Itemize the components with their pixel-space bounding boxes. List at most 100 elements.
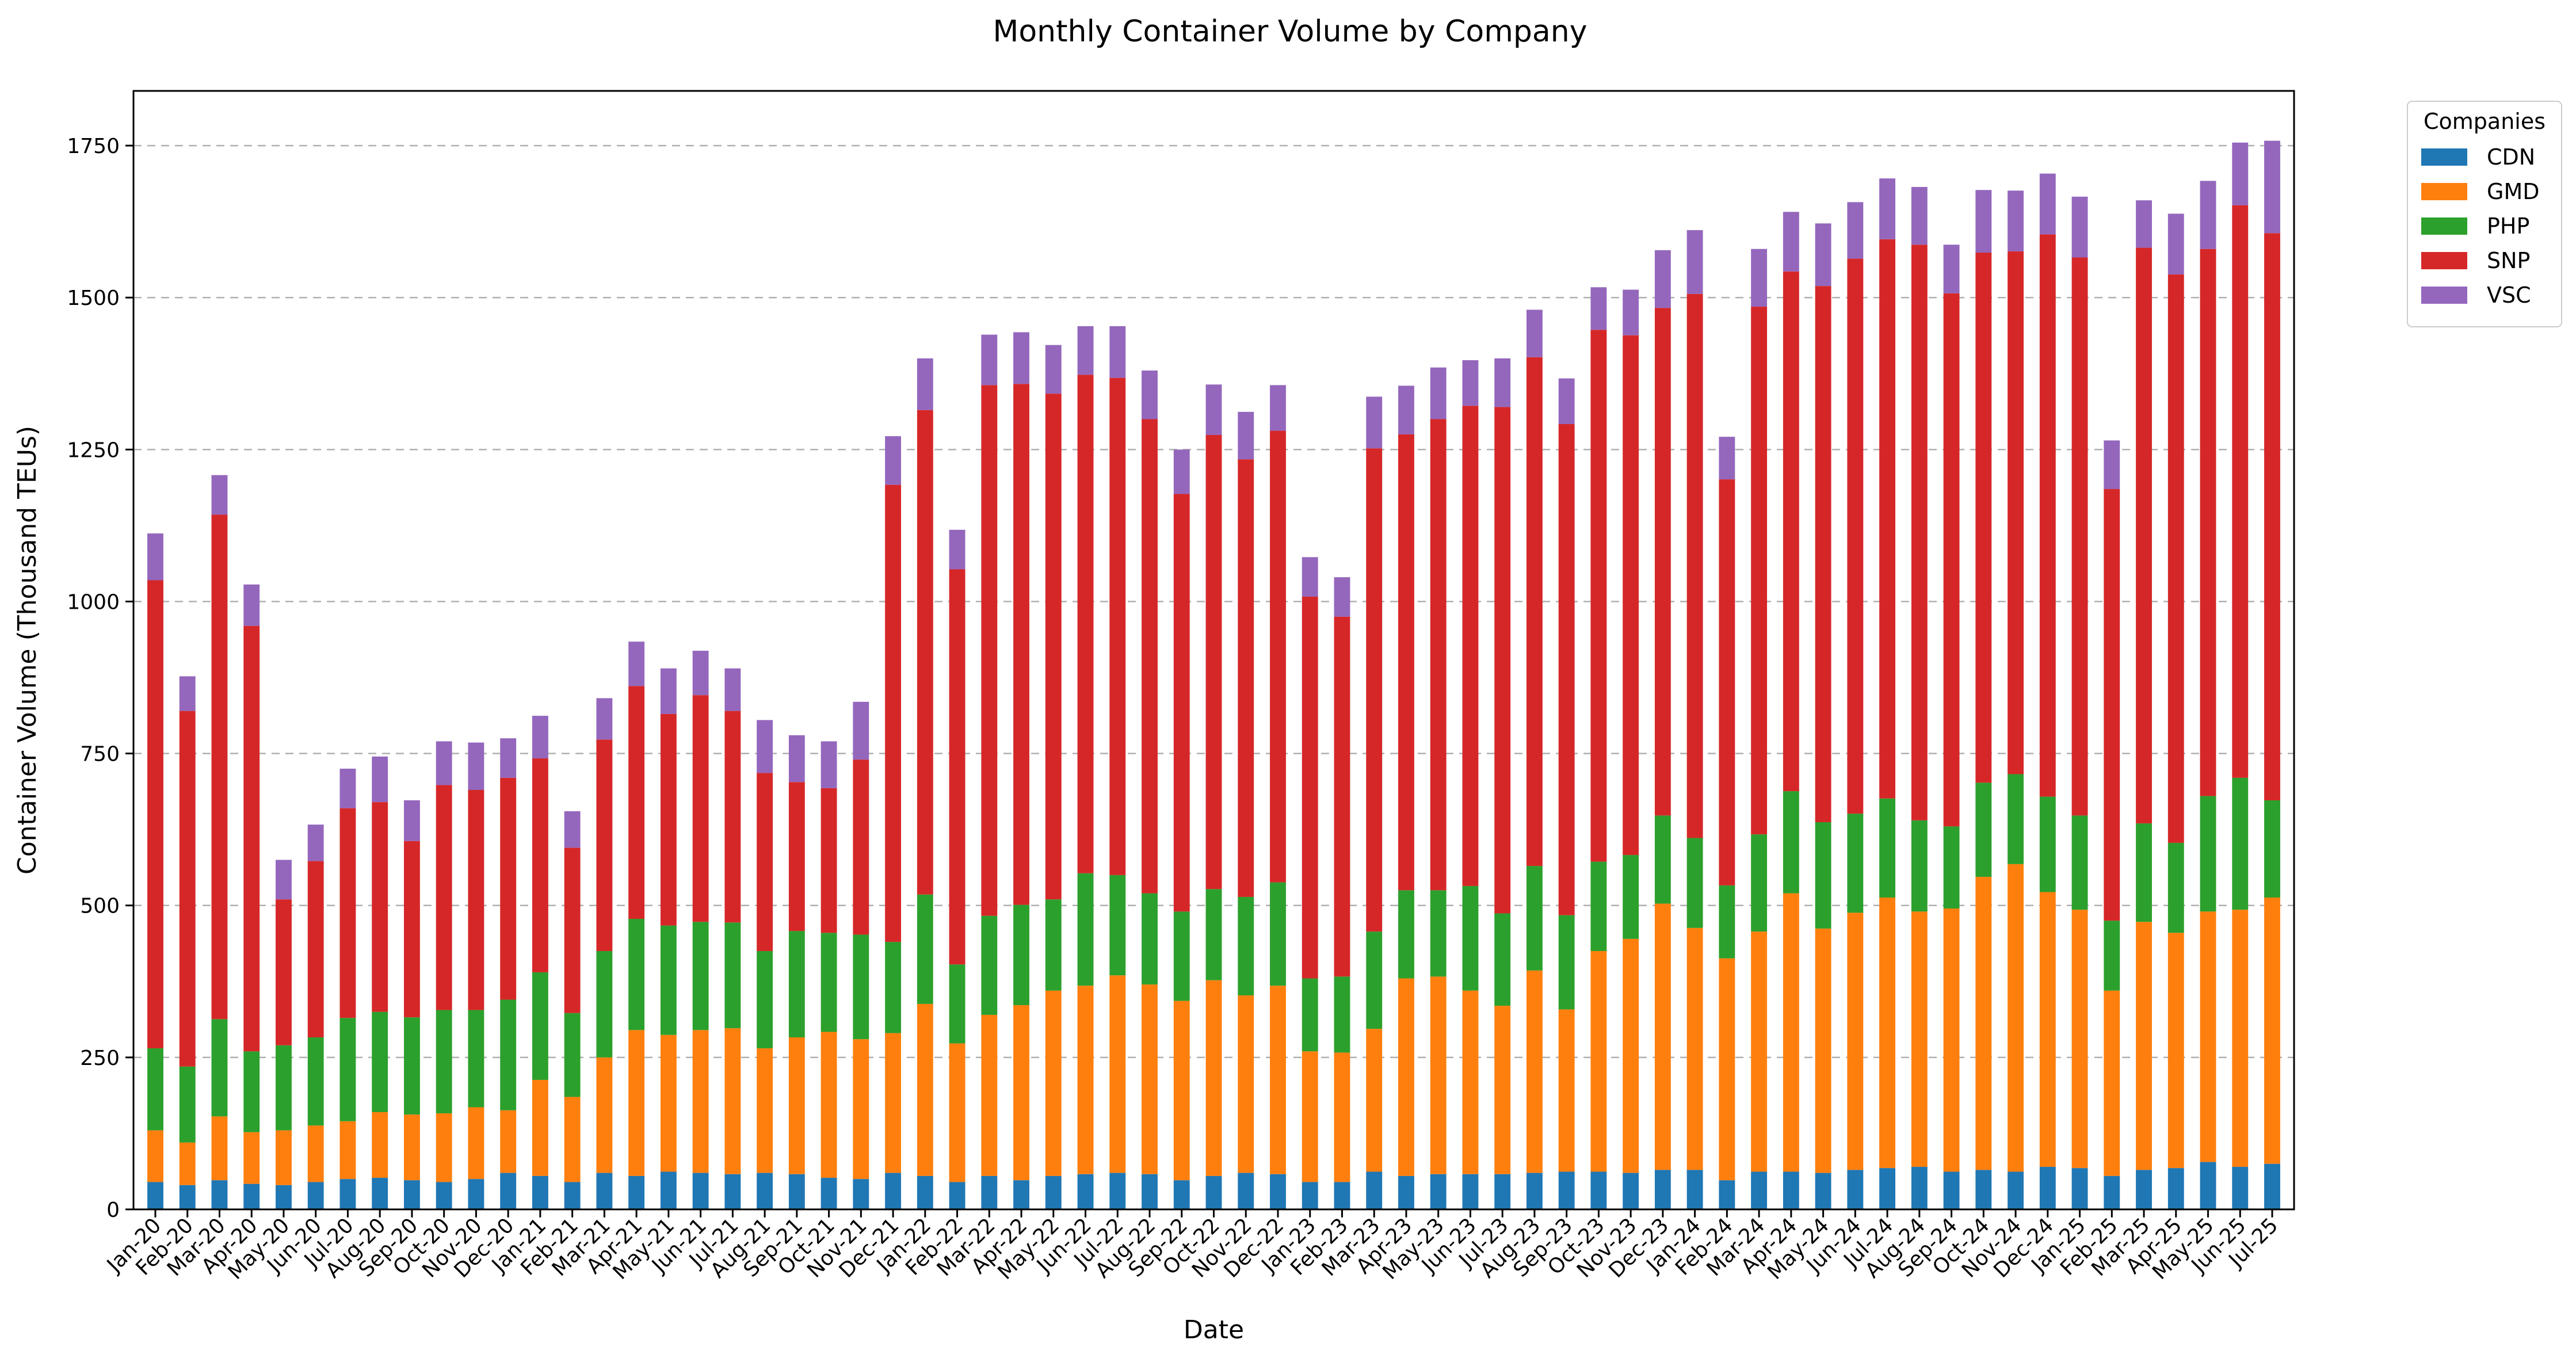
bar-segment-gmd [1462,990,1479,1174]
bar-segment-vsc [1879,178,1896,239]
bar-segment-gmd [2071,910,2088,1169]
bar-segment-snp [2232,205,2249,778]
bar-segment-vsc [500,738,517,778]
y-tick-label: 1750 [67,135,120,158]
bar-segment-snp [1558,423,1575,915]
bar-segment-vsc [1302,557,1318,597]
bar-segment-cdn [2264,1163,2280,1209]
bar-segment-gmd [1398,978,1414,1176]
bar-segment-vsc [1142,371,1158,419]
bar-segment-php [1494,913,1511,1006]
bar-segment-gmd [564,1097,581,1182]
bar-segment-php [147,1048,163,1131]
bar-segment-vsc [788,735,805,782]
bar-segment-cdn [276,1185,292,1209]
bar-segment-snp [1334,616,1350,977]
bar-segment-snp [307,861,324,1038]
bar-segment-snp [1526,357,1543,866]
bar-segment-gmd [1366,1029,1383,1172]
bar-segment-vsc [2071,196,2088,258]
bar-segment-vsc [1751,249,1768,307]
bar-segment-vsc [404,800,420,841]
bar-segment-cdn [1686,1170,1703,1209]
bar-segment-vsc [1558,378,1575,424]
legend-swatch-php [2421,217,2467,235]
y-tick-label: 1500 [67,287,120,310]
bar-segment-snp [981,385,998,916]
bar-segment-vsc [1270,385,1286,431]
bar-segment-cdn [1494,1174,1511,1209]
bar-segment-cdn [981,1175,998,1209]
y-tick-label: 1250 [67,438,120,462]
bar-segment-php [2071,815,2088,910]
bar-segment-snp [1719,479,1735,885]
x-axis-label: Date [1184,1315,1244,1345]
y-tick-label: 1000 [67,590,120,614]
bar-segment-snp [339,808,356,1018]
bar-segment-cdn [1462,1174,1479,1209]
bar-segment-vsc [339,769,356,808]
bar-segment-gmd [2232,910,2249,1167]
bar-segment-gmd [757,1048,773,1173]
bar-segment-snp [2039,234,2056,797]
bar-segment-cdn [1205,1175,1222,1209]
bar-segment-vsc [1205,384,1222,435]
bar-segment-cdn [596,1173,613,1209]
bar-segment-snp [1205,434,1222,889]
bar-segment-gmd [1494,1006,1511,1174]
bar-segment-vsc [853,701,869,760]
bar-segment-gmd [404,1114,420,1181]
bar-segment-gmd [436,1113,452,1182]
bar-segment-cdn [1366,1171,1383,1209]
bar-segment-cdn [1430,1174,1447,1209]
bar-segment-php [564,1013,581,1097]
bar-segment-cdn [1013,1180,1029,1209]
bar-segment-php [1879,798,1896,898]
bar-segment-vsc [2039,173,2056,235]
bar-segment-gmd [307,1125,324,1182]
bar-segment-php [885,942,902,1033]
bar-segment-gmd [820,1032,837,1178]
bar-segment-vsc [532,716,548,759]
bar-segment-gmd [1526,970,1543,1173]
bar-segment-php [1686,838,1703,928]
bar-segment-gmd [1975,877,1992,1170]
bar-segment-vsc [2200,181,2216,249]
bar-segment-snp [1623,335,1639,856]
bar-segment-snp [1398,434,1414,891]
bar-segment-vsc [211,475,228,515]
bars [147,140,2280,1209]
bar-segment-vsc [1109,326,1126,378]
bar-segment-vsc [1943,245,1960,293]
bar-segment-gmd [468,1107,484,1179]
bar-segment-vsc [1077,326,1094,375]
bar-segment-gmd [1719,958,1735,1181]
bar-segment-gmd [885,1033,902,1173]
bar-segment-snp [628,686,645,919]
bar-segment-cdn [1302,1182,1318,1209]
bar-segment-snp [1975,253,1992,783]
bar-segment-cdn [1398,1175,1414,1209]
bar-segment-cdn [1270,1174,1286,1209]
bar-segment-vsc [1590,287,1607,330]
bar-segment-gmd [2136,922,2152,1170]
bar-segment-cdn [1719,1180,1735,1209]
bar-segment-vsc [2264,140,2280,234]
bar-segment-vsc [1911,186,1928,245]
bar-segment-php [1975,782,1992,877]
bar-segment-gmd [500,1110,517,1173]
bar-segment-vsc [1654,250,1671,308]
bar-segment-snp [1751,307,1768,835]
bar-segment-vsc [660,668,677,714]
bar-segment-snp [1013,384,1029,905]
bar-segment-snp [179,711,196,1067]
bar-segment-cdn [757,1173,773,1209]
bar-segment-cdn [2232,1167,2249,1209]
bar-segment-snp [1686,293,1703,838]
bar-segment-gmd [949,1043,965,1182]
bar-segment-gmd [692,1030,709,1173]
bar-segment-php [1751,834,1768,932]
legend-swatch-snp [2421,252,2467,269]
bar-segment-php [1623,855,1639,939]
